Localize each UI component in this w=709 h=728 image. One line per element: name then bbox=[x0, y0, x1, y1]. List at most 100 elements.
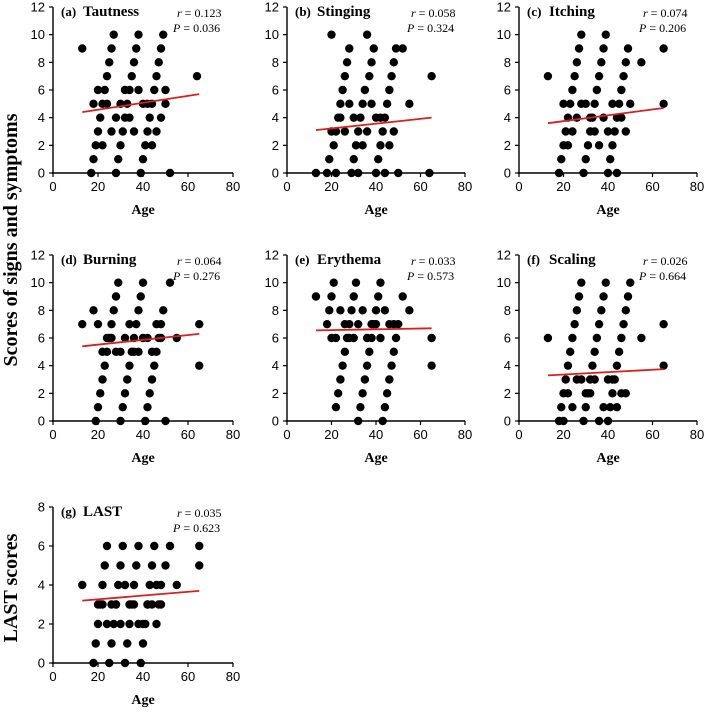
x-tick-label: 40 bbox=[601, 427, 615, 442]
data-point bbox=[116, 561, 125, 570]
data-point bbox=[138, 639, 148, 648]
data-point bbox=[626, 99, 635, 109]
data-point bbox=[138, 278, 148, 287]
x-tick-label: 60 bbox=[413, 179, 427, 194]
data-point bbox=[116, 141, 125, 150]
regression-line bbox=[547, 107, 664, 125]
data-point bbox=[123, 375, 132, 384]
data-point bbox=[378, 416, 387, 426]
p-value: P = 0.573 bbox=[406, 269, 454, 283]
x-axis-title: Age bbox=[596, 203, 619, 218]
x-tick-label: 20 bbox=[556, 427, 570, 442]
data-point bbox=[637, 58, 646, 67]
p-value: P = 0.324 bbox=[406, 21, 454, 35]
data-point bbox=[105, 658, 114, 668]
data-point bbox=[154, 58, 163, 67]
y-tick-label: 0 bbox=[272, 414, 279, 429]
x-tick-label: 40 bbox=[369, 427, 383, 442]
panel-b: 0 20 40 60 80 0 2 4 6 8 10 12 Age (b) Stinging r = 0.058… bbox=[265, 0, 473, 218]
data-point bbox=[98, 375, 107, 384]
data-point bbox=[385, 375, 394, 384]
x-tick-label: 0 bbox=[49, 179, 56, 194]
data-point bbox=[96, 389, 105, 398]
data-point bbox=[581, 154, 590, 164]
p-symbol: P bbox=[172, 21, 181, 35]
x-axis-title: Age bbox=[131, 451, 154, 466]
data-point bbox=[382, 99, 392, 109]
data-point bbox=[91, 141, 100, 150]
data-point bbox=[394, 168, 403, 178]
data-point bbox=[93, 85, 103, 95]
data-point bbox=[89, 99, 98, 109]
r-number: = 0.064 bbox=[185, 254, 222, 268]
x-tick-label: 0 bbox=[283, 179, 290, 194]
data-point bbox=[116, 416, 125, 426]
data-point bbox=[659, 319, 668, 329]
data-point bbox=[391, 333, 401, 343]
data-point bbox=[93, 619, 103, 629]
data-point bbox=[325, 154, 334, 164]
data-point bbox=[427, 71, 436, 81]
data-point bbox=[129, 127, 139, 136]
data-point bbox=[568, 127, 577, 136]
x-tick-label: 20 bbox=[556, 179, 570, 194]
data-point bbox=[107, 639, 116, 648]
r-value: r = 0.123 bbox=[177, 6, 221, 20]
r-value: r = 0.033 bbox=[411, 254, 455, 268]
data-point bbox=[89, 658, 98, 668]
data-point bbox=[141, 141, 150, 150]
data-point bbox=[659, 99, 668, 109]
data-point bbox=[338, 85, 347, 95]
r-number: = 0.058 bbox=[419, 6, 456, 20]
data-point bbox=[568, 333, 577, 343]
y-tick-label: 8 bbox=[38, 303, 45, 318]
data-point bbox=[543, 333, 553, 343]
data-point bbox=[338, 361, 347, 370]
p-value: P = 0.623 bbox=[172, 521, 220, 535]
panel-title: Erythema bbox=[317, 252, 382, 268]
y-tick-label: 4 bbox=[38, 578, 45, 593]
data-point bbox=[134, 306, 143, 315]
data-point bbox=[159, 306, 168, 315]
y-tick-label: 10 bbox=[31, 275, 45, 290]
data-point bbox=[114, 580, 123, 590]
data-point bbox=[561, 127, 570, 136]
panel-a: 0 20 40 60 80 0 2 4 6 8 10 12 Age (a) Tautness r = 0.123… bbox=[31, 0, 241, 218]
y-tick-label: 2 bbox=[504, 138, 511, 153]
data-point bbox=[333, 389, 343, 398]
y-tick-label: 12 bbox=[265, 248, 279, 263]
data-point bbox=[369, 44, 378, 53]
p-number: = 0.276 bbox=[183, 269, 220, 283]
data-point bbox=[380, 168, 390, 178]
r-symbol: r bbox=[177, 506, 182, 520]
data-point bbox=[134, 541, 143, 551]
data-point bbox=[340, 319, 350, 329]
y-tick-label: 0 bbox=[38, 414, 45, 429]
data-point bbox=[138, 619, 148, 629]
data-point bbox=[351, 141, 361, 150]
data-point bbox=[599, 402, 608, 412]
data-point bbox=[425, 168, 434, 178]
r-number: = 0.026 bbox=[651, 254, 688, 268]
r-number: = 0.035 bbox=[185, 506, 222, 520]
data-point bbox=[365, 347, 374, 357]
data-point bbox=[129, 347, 139, 357]
x-tick-label: 80 bbox=[226, 669, 240, 684]
x-tick-label: 20 bbox=[91, 427, 105, 442]
data-point bbox=[572, 306, 582, 315]
data-point bbox=[125, 619, 134, 629]
data-point bbox=[577, 99, 586, 109]
x-axis-title: Age bbox=[364, 203, 387, 218]
data-point bbox=[159, 30, 168, 39]
data-point bbox=[89, 306, 98, 315]
x-tick-label: 60 bbox=[645, 179, 659, 194]
data-point bbox=[623, 44, 633, 53]
data-point bbox=[98, 580, 107, 590]
data-point bbox=[614, 99, 624, 109]
data-point bbox=[102, 71, 112, 81]
data-point bbox=[362, 127, 372, 136]
data-point bbox=[118, 541, 127, 551]
y-tick-label: 10 bbox=[497, 27, 511, 42]
